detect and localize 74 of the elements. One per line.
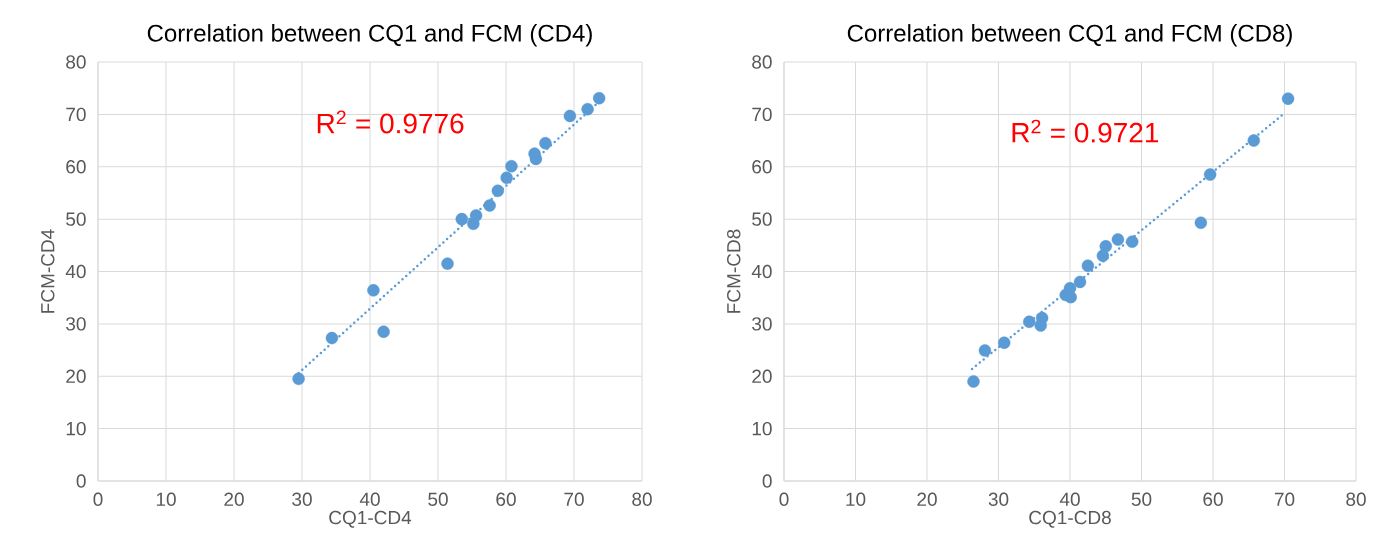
y-tick-label: 50 (752, 212, 772, 226)
x-tick-label: 0 (93, 492, 103, 506)
x-tick-label: 40 (1059, 492, 1080, 506)
x-tick-label: 50 (1131, 492, 1152, 506)
point (1099, 240, 1112, 253)
point (325, 331, 339, 345)
y-tick-label: 10 (66, 421, 86, 436)
y-tick-label: 40 (751, 264, 772, 279)
chart-title: Correlation between CQ1 and FCM (CD4) (147, 24, 592, 47)
y-tick-label: 30 (752, 317, 772, 331)
point (1064, 290, 1077, 304)
point (441, 257, 454, 270)
x-tick-label: 50 (428, 492, 448, 506)
y-tick-label: 20 (66, 369, 86, 383)
point (1194, 216, 1208, 229)
point (967, 375, 980, 388)
x-tick-label: 10 (846, 492, 866, 506)
y-tick-label: 70 (66, 107, 86, 122)
point (367, 284, 380, 297)
x-tick-label: 20 (917, 492, 937, 506)
point (469, 209, 483, 222)
point (1023, 315, 1036, 328)
point (500, 171, 513, 184)
x-tick-label: 80 (1346, 492, 1366, 506)
x-axis-title: CQ1-CD8 (1029, 510, 1111, 528)
point (978, 344, 992, 357)
point (1034, 319, 1047, 332)
y-tick-label: 30 (66, 317, 86, 331)
x-tick-label: 40 (359, 492, 380, 506)
point (1126, 235, 1139, 248)
point (377, 325, 390, 338)
point (1281, 92, 1295, 105)
point (455, 212, 468, 226)
x-tick-label: 30 (292, 492, 312, 506)
point (1081, 259, 1095, 272)
x-tick-label: 80 (632, 492, 652, 506)
point (292, 372, 305, 386)
y-tick-label: 60 (752, 160, 772, 174)
y-tick-label: 80 (66, 55, 86, 69)
chart-title: Correlation between CQ1 and FCM (CD8) (847, 24, 1292, 47)
x-tick-label: 60 (496, 492, 516, 506)
x-axis-title: CQ1-CD4 (329, 510, 412, 528)
point (483, 199, 496, 212)
y-tick-label: 20 (752, 369, 772, 383)
x-tick-label: 30 (988, 492, 1009, 506)
point (1247, 134, 1260, 147)
point (1111, 233, 1125, 246)
x-tick-label: 60 (1203, 492, 1223, 506)
y-tick-label: 0 (76, 474, 86, 488)
x-tick-label: 70 (564, 492, 584, 506)
x-tick-label: 10 (156, 492, 176, 506)
y-tick-label: 40 (65, 264, 86, 279)
y-tick-label: 10 (752, 421, 772, 436)
y-axis-title: FCM-CD4 (41, 229, 55, 313)
point (563, 109, 577, 123)
point (491, 184, 505, 198)
annotation: R$^{2}$ = 0.9776 (317, 110, 464, 134)
y-axis-title: FCM-CD8 (727, 229, 741, 313)
point (592, 91, 606, 105)
x-tick-label: 70 (1274, 492, 1295, 506)
y-tick-label: 70 (752, 107, 772, 122)
y-tick-label: 60 (66, 160, 86, 174)
y-tick-label: 50 (66, 212, 86, 226)
x-tick-label: 20 (224, 492, 244, 506)
point (505, 160, 518, 173)
annotation: R$^{2}$ = 0.9721 (1012, 119, 1159, 143)
y-tick-label: 0 (762, 474, 772, 488)
y-tick-label: 80 (752, 55, 772, 69)
x-tick-label: 0 (779, 492, 789, 506)
point (1073, 275, 1087, 289)
point (539, 136, 552, 150)
point (998, 336, 1011, 349)
point (1203, 168, 1217, 181)
point (581, 102, 594, 116)
